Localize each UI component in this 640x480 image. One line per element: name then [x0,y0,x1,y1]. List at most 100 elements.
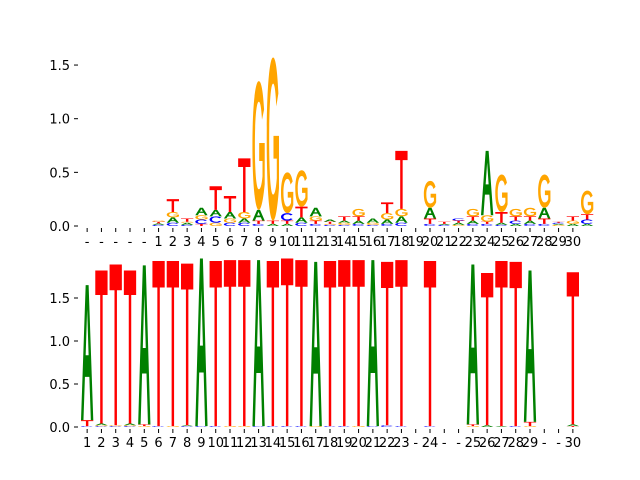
logo-letter-G [123,425,137,427]
x-tick-label: 26 [507,235,524,250]
logo-column [266,261,279,427]
logo-column [566,272,579,427]
logo-letter-T [195,223,208,226]
x-tick-label: 24 [479,235,496,250]
logo-letter-T [352,260,365,427]
logo-column [495,261,508,427]
logo-letter-G [223,218,237,223]
logo-letter-T [166,261,179,427]
logo-letter-G [466,208,479,217]
logo-letter-C [338,426,350,427]
x-tick-label: 5 [140,436,148,451]
logo-letter-T [481,273,494,426]
logo-letter-G [395,208,408,217]
logo-letter-T [81,420,94,427]
logo-letter-C [252,223,265,226]
logo-column [495,174,508,226]
logo-letter-C [295,426,307,427]
x-tick-label: 2 [169,235,177,250]
logo-column [438,221,451,226]
logo-column [509,208,522,226]
logo-letter-A [166,217,179,223]
logo-letter-A [195,258,208,427]
logo-letter-C [281,426,293,427]
logo-column [395,150,408,226]
x-tick-label: 26 [479,436,496,451]
logo-column [581,190,594,226]
logo-letter-T [395,260,408,427]
logo-letter-T [466,216,479,221]
logo-letter-A [352,220,365,224]
logo-letter-G [381,213,394,220]
logo-column [152,220,165,226]
x-tick-label: 8 [183,436,191,451]
logo-letter-G [266,57,279,221]
logo-letter-G [95,425,108,427]
logo-letter-T [395,150,408,209]
logo-letter-T [338,216,351,221]
logo-letter-C [81,426,93,427]
logo-letter-C [509,426,522,427]
logo-letter-T [266,220,279,224]
logo-letter-C [538,223,550,226]
logo-letter-C [195,426,207,427]
logo-column [523,270,537,427]
logo-letter-G [466,426,479,427]
logo-letter-T [238,158,251,213]
logo-letter-T [566,216,579,221]
x-tick-label: 11 [222,436,239,451]
y-tick-label: 1.0 [49,113,70,128]
logo-letter-T [566,426,579,427]
logo-letter-A [495,426,508,427]
x-tick-label: 24 [422,436,439,451]
x-tick-label: 2 [97,436,105,451]
logo-letter-A [252,260,265,427]
x-tick-label: 10 [207,436,224,451]
logo-letter-C [266,426,279,427]
logo-letter-A [481,150,494,216]
x-tick-label: 28 [536,235,553,250]
x-tick-label: 9 [197,436,205,451]
logo-letter-A [338,220,351,223]
y-tick-label: 0.5 [49,166,70,181]
x-tick-label: 7 [240,235,248,250]
x-tick-label: 3 [183,235,191,250]
x-tick-label: - [442,436,447,451]
x-tick-label: 6 [154,436,162,451]
logo-column [352,208,365,226]
x-tick-label: 16 [293,436,310,451]
x-tick-label: 22 [379,436,396,451]
logo-letter-C [423,223,436,226]
x-tick-label: 19 [336,436,353,451]
logo-column [323,261,337,427]
x-tick-label: - [85,235,90,250]
logo-letter-G [452,224,465,226]
logo-letter-T [295,206,308,218]
logo-letter-A [395,216,408,223]
logo-letter-A [209,209,222,217]
logo-letter-C [466,223,479,226]
logo-letter-G [223,426,237,427]
logo-letter-T [466,424,479,427]
logo-letter-A [481,425,494,427]
logo-letter-G [352,208,365,217]
logo-letter-G [309,426,322,427]
x-tick-label: 10 [279,235,296,250]
logo-column [366,218,379,226]
logo-column [481,273,494,427]
logo-letter-G [252,81,265,210]
logo-column [109,264,122,427]
x-tick-label: 15 [350,235,367,250]
logo-letter-T [281,220,294,224]
logo-letter-A [452,222,465,225]
logo-letter-C [281,213,293,221]
logo-letter-A [438,223,451,225]
logo-column [181,218,194,226]
logo-letter-A [495,222,508,225]
logo-letter-G [538,174,551,208]
logo-column [81,285,94,427]
logo-letter-A [238,218,251,223]
logo-column [381,261,394,427]
logo-column [238,158,251,226]
logo-letter-A [266,223,279,226]
